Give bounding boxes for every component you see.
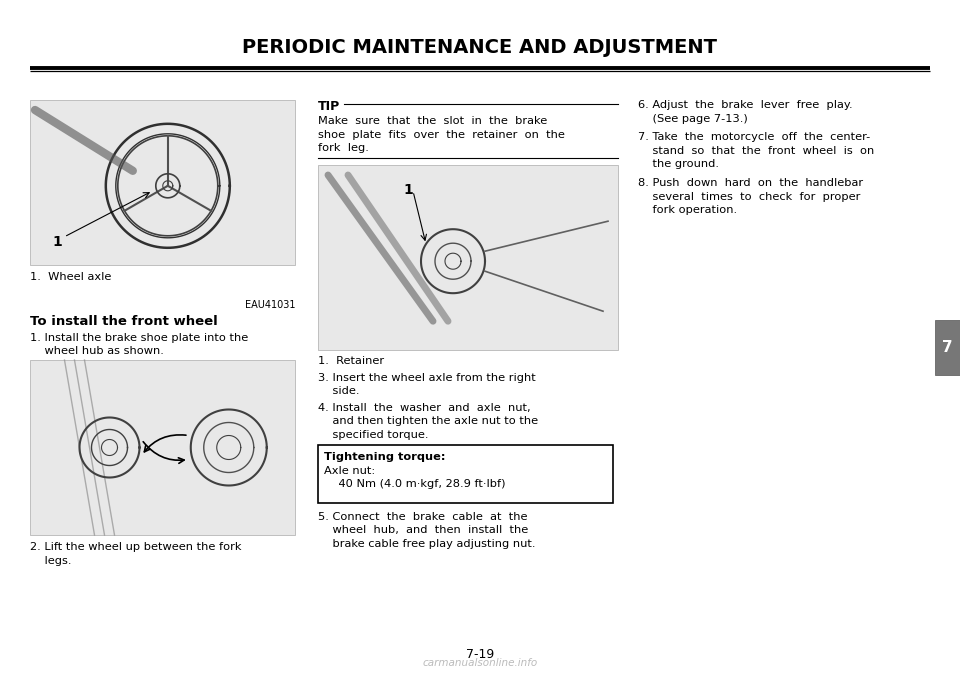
Text: (See page 7-13.): (See page 7-13.) [638,113,748,124]
Bar [318,165,618,350]
Text: wheel hub as shown.: wheel hub as shown. [30,346,164,356]
Text: 1.  Wheel axle: 1. Wheel axle [30,272,111,282]
Text: fork operation.: fork operation. [638,205,737,215]
Text: 7: 7 [942,340,953,355]
Text: 40 Nm (4.0 m·kgf, 28.9 ft·lbf): 40 Nm (4.0 m·kgf, 28.9 ft·lbf) [324,479,506,489]
Bar [935,320,960,375]
Text: carmanualsonline.info: carmanualsonline.info [422,658,538,668]
Text: PERIODIC MAINTENANCE AND ADJUSTMENT: PERIODIC MAINTENANCE AND ADJUSTMENT [243,38,717,57]
Text: 1. Install the brake shoe plate into the: 1. Install the brake shoe plate into the [30,333,249,343]
Text: 5. Connect  the  brake  cable  at  the: 5. Connect the brake cable at the [318,512,527,522]
Text: specified torque.: specified torque. [318,430,428,440]
Text: 1: 1 [403,183,413,197]
Text: brake cable free play adjusting nut.: brake cable free play adjusting nut. [318,539,536,549]
Text: 2. Lift the wheel up between the fork: 2. Lift the wheel up between the fork [30,542,242,552]
Text: fork  leg.: fork leg. [318,143,369,153]
Text: 1: 1 [52,235,61,249]
Text: 6. Adjust  the  brake  lever  free  play.: 6. Adjust the brake lever free play. [638,100,852,110]
Text: EAU41031: EAU41031 [245,300,295,310]
Text: 1.  Retainer: 1. Retainer [318,356,384,366]
Text: To install the front wheel: To install the front wheel [30,315,218,328]
Text: Make  sure  that  the  slot  in  the  brake: Make sure that the slot in the brake [318,116,547,126]
Text: several  times  to  check  for  proper: several times to check for proper [638,191,860,202]
Bar [30,100,295,265]
Text: TIP: TIP [318,100,340,113]
Text: 4. Install  the  washer  and  axle  nut,: 4. Install the washer and axle nut, [318,403,531,413]
Text: shoe  plate  fits  over  the  retainer  on  the: shoe plate fits over the retainer on the [318,130,564,139]
Text: wheel  hub,  and  then  install  the: wheel hub, and then install the [318,526,528,536]
Bar [30,360,295,535]
Text: and then tighten the axle nut to the: and then tighten the axle nut to the [318,416,539,426]
Bar [318,445,613,503]
Text: 7-19: 7-19 [466,648,494,661]
Text: the ground.: the ground. [638,159,719,169]
Text: 7. Take  the  motorcycle  off  the  center-: 7. Take the motorcycle off the center- [638,132,871,142]
Text: 3. Insert the wheel axle from the right: 3. Insert the wheel axle from the right [318,373,536,383]
Text: legs.: legs. [30,555,71,566]
Text: Tightening torque:: Tightening torque: [324,452,445,462]
Text: Axle nut:: Axle nut: [324,466,375,475]
Text: side.: side. [318,386,359,397]
Text: stand  so  that  the  front  wheel  is  on: stand so that the front wheel is on [638,145,875,155]
Text: 8. Push  down  hard  on  the  handlebar: 8. Push down hard on the handlebar [638,178,863,188]
